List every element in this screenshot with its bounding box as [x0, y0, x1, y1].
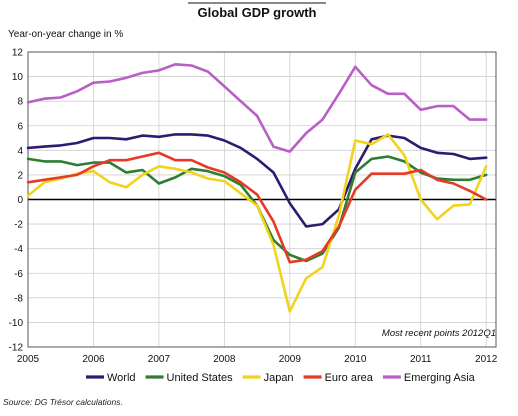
legend-label-japan: Japan [264, 372, 294, 384]
x-tick-label: 2007 [148, 354, 171, 365]
plot-frame [27, 51, 497, 348]
y-axis-label: Year-on-year change in % [8, 29, 123, 40]
chart-title: Global GDP growth [198, 5, 317, 20]
y-tick-label: -10 [9, 318, 24, 329]
y-tick-label: -2 [14, 220, 23, 231]
y-tick-label: -8 [14, 293, 23, 304]
y-tick-labels: -12 -10 -8 -6 -4 -2 0 2 4 6 8 10 12 [9, 48, 24, 354]
y-tick-label: 8 [17, 97, 23, 108]
x-tick-label: 2009 [279, 354, 302, 365]
y-tick-label: -6 [14, 269, 23, 280]
y-tick-label: 2 [17, 170, 23, 181]
legend: World United States Japan Euro area Emerging… [86, 372, 476, 384]
series-line-euro-area [26, 151, 488, 264]
series-line-world [26, 133, 488, 228]
legend-label-world: World [107, 372, 136, 384]
x-tick-label: 2005 [17, 354, 40, 365]
x-tick-label: 2012 [475, 354, 498, 365]
x-tick-label: 2011 [410, 354, 432, 365]
x-tick-label: 2006 [82, 354, 105, 365]
y-tick-label: 10 [12, 72, 24, 83]
series-line-emerging-asia [26, 63, 488, 153]
x-tick-labels: 2005 2006 2007 2008 2009 2010 2011 2012 [17, 354, 498, 365]
annotation: Most recent points 2012Q1 [382, 328, 496, 339]
legend-label-united-states: United States [167, 372, 234, 384]
y-tick-label: -12 [9, 343, 24, 354]
legend-label-emerging-asia: Emerging Asia [404, 372, 476, 384]
x-tick-label: 2008 [213, 354, 236, 365]
series-lines [26, 63, 488, 313]
x-tick-label: 2010 [344, 354, 367, 365]
y-tick-label: 6 [17, 121, 23, 132]
y-tick-label: -4 [14, 244, 23, 255]
legend-label-euro-area: Euro area [325, 372, 374, 384]
source-note: Source: DG Trésor calculations. [3, 397, 123, 407]
y-tick-label: 12 [12, 48, 24, 59]
series-line-japan [26, 133, 488, 313]
y-tick-label: 0 [17, 195, 23, 206]
y-tick-label: 4 [17, 146, 23, 157]
